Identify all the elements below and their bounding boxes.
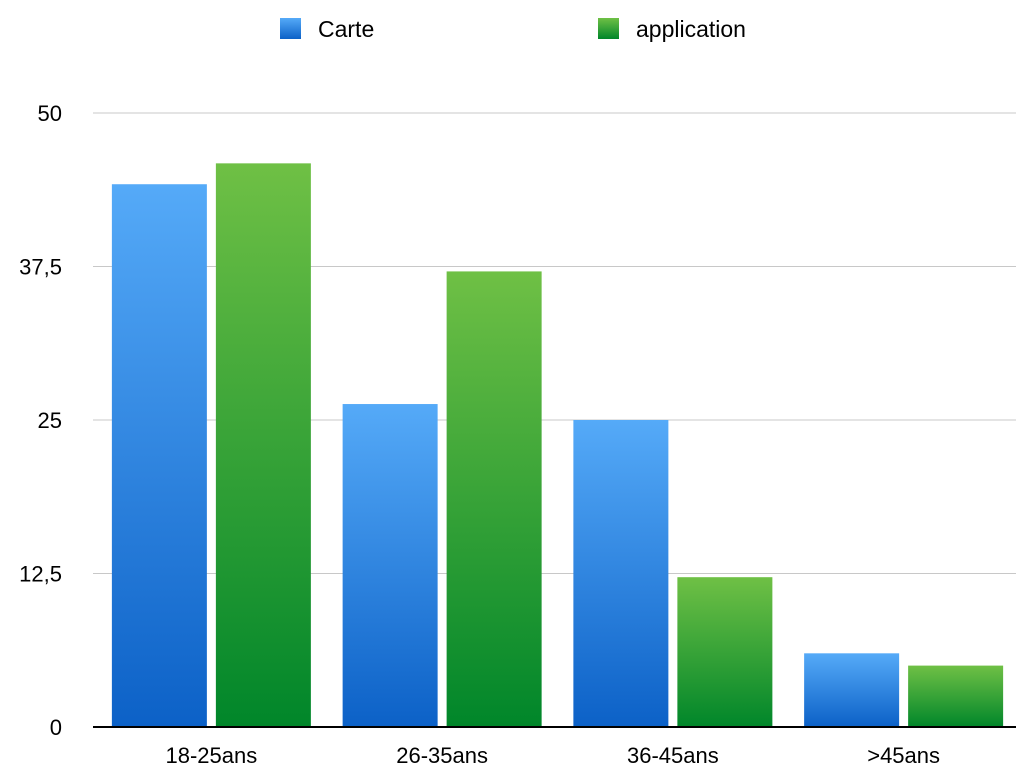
y-tick-label: 0 <box>50 715 62 740</box>
x-tick-label: 18-25ans <box>166 743 258 767</box>
x-tick-label: 36-45ans <box>627 743 719 767</box>
bar-application <box>677 577 773 727</box>
bar-application <box>908 665 1004 727</box>
bar-carte <box>342 404 438 727</box>
bar-carte <box>111 184 207 727</box>
y-tick-label: 25 <box>38 408 62 433</box>
bar-application <box>446 271 542 727</box>
x-tick-label: 26-35ans <box>396 743 488 767</box>
legend-swatch <box>280 18 301 39</box>
bars <box>111 163 1004 727</box>
legend-label: application <box>636 16 746 42</box>
bar-carte <box>573 420 669 727</box>
legend: Carte application <box>280 16 746 42</box>
bar-application <box>215 163 311 727</box>
y-tick-label: 50 <box>38 101 62 126</box>
x-tick-label: >45ans <box>867 743 940 767</box>
y-tick-label: 12,5 <box>19 562 62 587</box>
legend-swatch <box>598 18 619 39</box>
y-tick-label: 37,5 <box>19 255 62 280</box>
axes: 0 12,5 25 37,5 50 18-25ans 26-35ans 36-45ans >45… <box>19 101 1016 768</box>
bar-carte <box>804 653 900 727</box>
legend-label: Carte <box>318 16 374 42</box>
